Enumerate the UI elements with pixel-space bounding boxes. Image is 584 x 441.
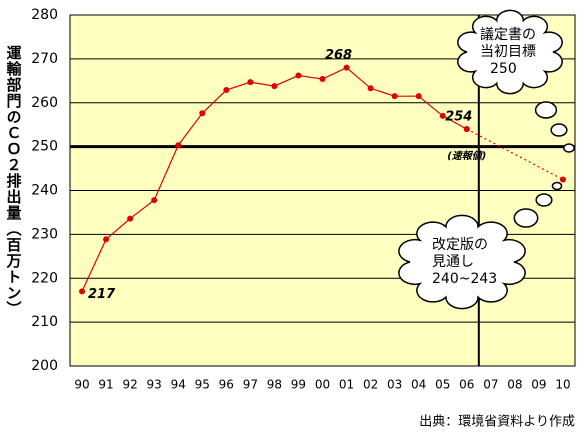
data-point — [271, 83, 278, 90]
x-tick-label: 90 — [74, 378, 89, 392]
data-point — [415, 93, 422, 100]
data-point — [343, 64, 350, 71]
callout-cloud — [457, 9, 563, 95]
data-point — [79, 288, 86, 295]
callout-text: 当初目標 — [480, 43, 536, 60]
callout-text: 議定書の — [480, 26, 536, 43]
data-point — [559, 176, 566, 183]
data-point — [319, 76, 326, 83]
x-tick-label: 98 — [267, 378, 282, 392]
cloud-bubble — [550, 123, 568, 137]
data-point — [295, 72, 302, 79]
callout-text: 240~243 — [432, 271, 497, 287]
y-tick-label: 260 — [31, 95, 58, 111]
y-tick-label: 280 — [31, 7, 58, 23]
y-tick-label: 200 — [31, 358, 58, 374]
data-line — [466, 128, 564, 181]
callout-text: 250 — [490, 61, 517, 77]
y-tick-label: 240 — [31, 183, 58, 199]
data-point — [151, 197, 158, 204]
x-tick-label: 09 — [531, 378, 546, 392]
data-point — [247, 79, 254, 86]
callout-text: 改定版の — [432, 237, 488, 253]
y-tick-label: 270 — [31, 51, 58, 67]
source: 出典：環境省資料より作成 — [419, 415, 575, 430]
data-point — [127, 215, 134, 222]
y-tick-label: 210 — [31, 314, 58, 330]
x-tick-label: 95 — [195, 378, 210, 392]
data-point — [439, 112, 446, 119]
data-point — [175, 142, 182, 149]
cloud-shape — [457, 9, 563, 95]
y-tick-label: 250 — [31, 139, 58, 155]
data-point — [223, 87, 230, 94]
y-tick-label: 230 — [31, 226, 58, 242]
x-tick-label: 05 — [435, 378, 450, 392]
cloud-bubble — [534, 101, 558, 119]
x-tick-label: 01 — [339, 378, 354, 392]
data-label: 254 — [445, 110, 472, 125]
data-point — [391, 93, 398, 100]
cloud-bubble — [551, 181, 563, 191]
x-tick-label: 91 — [98, 378, 113, 392]
x-tick-label: 07 — [483, 378, 498, 392]
x-tick-label: 08 — [507, 378, 522, 392]
data-point — [463, 126, 470, 133]
y-axis-title: 運輸部門のＣＯ２排出量（百万トン） — [5, 45, 23, 317]
x-tick-label: 97 — [243, 378, 258, 392]
cloud-bubble — [535, 193, 553, 207]
x-tick-label: 92 — [122, 378, 137, 392]
x-tick-label: 06 — [459, 378, 474, 392]
x-tick-label: 10 — [555, 378, 570, 392]
x-tick-label: 00 — [315, 378, 330, 392]
cloud-bubble — [563, 143, 575, 153]
x-tick-label: 93 — [147, 378, 162, 392]
y-tick-label: 220 — [31, 270, 58, 286]
x-tick-label: 94 — [171, 378, 186, 392]
data-point — [103, 236, 110, 243]
x-tick-label: 02 — [363, 378, 378, 392]
annotation: (速報値) — [447, 150, 486, 162]
callout-cloud — [398, 214, 526, 310]
data-point — [199, 110, 206, 117]
cloud-shape — [398, 214, 526, 310]
x-tick-label: 04 — [411, 378, 426, 392]
callout-text: 見通し — [432, 254, 474, 270]
data-point — [367, 85, 374, 92]
x-tick-label: 03 — [387, 378, 402, 392]
data-label: 268 — [325, 48, 352, 63]
x-tick-label: 96 — [219, 378, 234, 392]
data-label: 217 — [88, 287, 116, 302]
x-tick-label: 99 — [291, 378, 306, 392]
cloud-bubble — [513, 208, 539, 228]
